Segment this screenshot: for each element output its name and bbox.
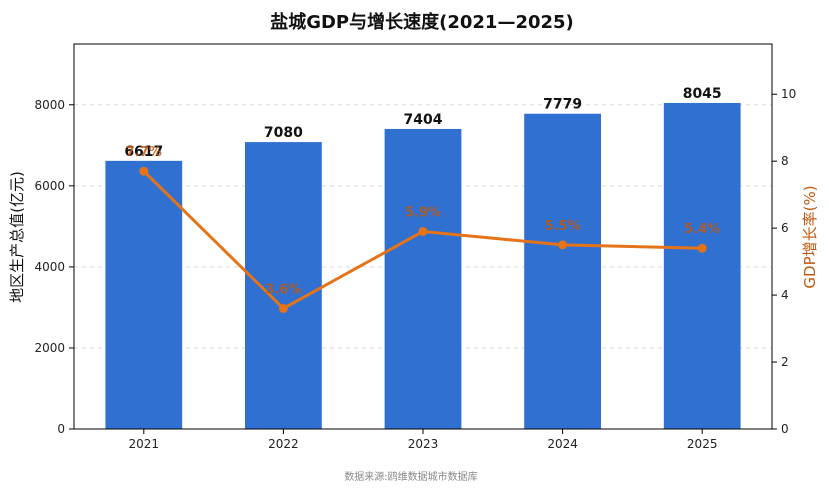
source-note: 数据来源:鸥维数据城市数据库 [344,470,477,483]
right-tick-label: 10 [781,87,796,101]
left-tick-label: 8000 [34,98,65,112]
bar [384,128,462,429]
x-axis-ticks: 2021 2022 2023 2024 2025 [129,429,718,451]
right-tick-label: 0 [781,422,789,436]
growth-point [418,226,428,236]
x-tick-label: 2021 [129,437,160,451]
growth-value-label: 5.9% [405,205,441,220]
left-tick-label: 2000 [34,341,65,355]
x-tick-label: 2024 [547,437,578,451]
left-tick-label: 4000 [34,260,65,274]
right-tick-label: 4 [781,288,789,302]
bar [524,113,601,429]
bar-value-label: 8045 [683,86,722,102]
bar-value-label: 7779 [543,97,582,113]
x-tick-label: 2025 [687,437,718,451]
bar-value-labels: 6617 7080 7404 7779 8045 [124,86,721,160]
left-tick-label: 6000 [34,179,65,193]
bar-value-label: 6617 [124,144,163,160]
bar [663,102,741,429]
right-axis-label: GDP增长率(%) [801,185,819,288]
growth-point [558,240,568,250]
bar-value-label: 7080 [264,125,303,141]
left-axis-label: 地区生产总值(亿元) [8,171,26,303]
chart-title: 盐城GDP与增长速度(2021—2025) [270,11,574,33]
growth-point [278,303,288,313]
growth-value-label: 3.6% [265,282,301,297]
growth-point [697,243,707,253]
bar [245,142,322,430]
right-axis-ticks: 0 2 4 6 8 10 [772,87,796,436]
growth-value-label: 7.7% [126,145,162,160]
right-tick-label: 6 [781,221,789,235]
bar-series [105,102,741,430]
growth-value-label: 5.5% [545,219,581,234]
bar [105,160,183,429]
left-axis-ticks: 0 2000 4000 6000 8000 [34,98,74,436]
growth-value-label: 5.4% [684,222,720,237]
line-value-labels: 7.7% 3.6% 5.9% 5.5% 5.4% [126,145,720,297]
bar-value-label: 7404 [404,112,443,128]
left-tick-label: 0 [57,422,65,436]
growth-point [139,166,149,176]
x-tick-label: 2022 [268,437,299,451]
right-tick-label: 2 [781,355,789,369]
right-tick-label: 8 [781,154,789,168]
line-series [139,166,707,313]
x-tick-label: 2023 [408,437,439,451]
